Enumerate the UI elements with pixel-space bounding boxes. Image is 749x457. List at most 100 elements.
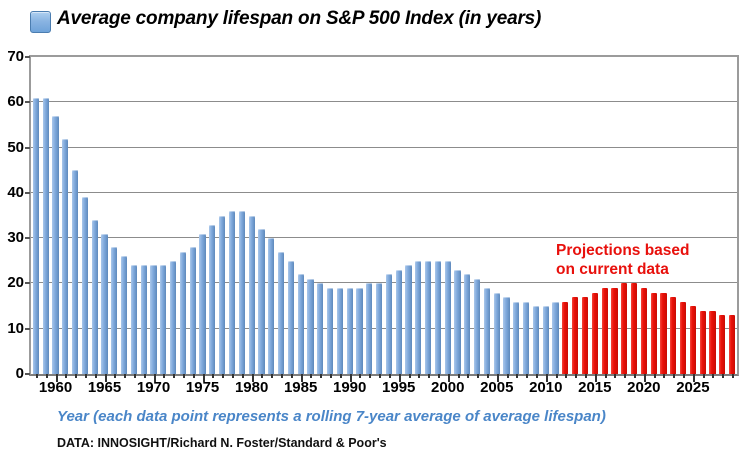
bar-1976 <box>209 224 216 374</box>
bar-2011 <box>552 301 559 374</box>
x-minor-tick-2017 <box>614 374 617 378</box>
bar-2028 <box>719 315 726 374</box>
x-major-tick-2020 <box>643 374 646 382</box>
x-minor-tick-1971 <box>163 374 166 378</box>
bar-1981 <box>258 229 265 374</box>
x-minor-tick-1962 <box>75 374 78 378</box>
x-minor-tick-2004 <box>486 374 489 378</box>
legend-swatch-icon <box>30 11 51 33</box>
bar-1989 <box>336 287 343 374</box>
bar-1964 <box>91 220 98 374</box>
bar-2005 <box>493 292 500 374</box>
y-tick-label-10: 10 <box>7 319 24 337</box>
bar-1992 <box>366 283 373 374</box>
x-minor-tick-2027 <box>712 374 715 378</box>
x-minor-tick-1987 <box>320 374 323 378</box>
bar-2008 <box>523 301 530 374</box>
gridline-10 <box>31 327 737 329</box>
bar-1958 <box>32 97 39 374</box>
bar-2012 <box>562 301 569 374</box>
x-minor-tick-1981 <box>261 374 264 378</box>
x-minor-tick-1977 <box>222 374 225 378</box>
y-tick-mark <box>25 237 30 240</box>
bar-1988 <box>326 287 334 374</box>
x-tick-label-2020: 2020 <box>627 379 661 396</box>
x-minor-tick-1969 <box>143 374 146 378</box>
bar-1980 <box>248 215 255 374</box>
x-minor-tick-1986 <box>310 374 313 378</box>
x-minor-tick-1989 <box>339 374 342 378</box>
bar-2003 <box>474 278 481 374</box>
bar-2015 <box>591 292 598 374</box>
y-tick-mark <box>25 282 30 285</box>
projection-annotation: Projections based on current data <box>556 241 690 279</box>
x-minor-tick-1982 <box>271 374 274 378</box>
y-tick-mark <box>25 373 30 375</box>
x-tick-label-2005: 2005 <box>480 379 514 396</box>
bar-2026 <box>699 310 706 374</box>
bar-2027 <box>709 310 716 374</box>
x-major-tick-1960 <box>55 374 58 382</box>
bar-1961 <box>62 138 69 374</box>
chart-title: Average company lifespan on S&P 500 Inde… <box>57 8 542 29</box>
x-minor-tick-1958 <box>35 374 38 378</box>
bar-1993 <box>375 283 383 374</box>
x-major-tick-2025 <box>692 374 695 382</box>
x-tick-label-2015: 2015 <box>578 379 612 396</box>
bar-1982 <box>268 238 275 374</box>
x-minor-tick-1978 <box>232 374 234 378</box>
bar-2007 <box>513 301 520 374</box>
x-minor-tick-1999 <box>437 374 440 378</box>
y-tick-label-50: 50 <box>7 138 24 156</box>
x-tick-label-1960: 1960 <box>38 379 73 396</box>
gridline-30 <box>31 237 737 239</box>
bar-2004 <box>483 287 491 374</box>
x-minor-tick-1994 <box>388 374 391 378</box>
x-major-tick-1995 <box>398 374 401 382</box>
x-minor-tick-1974 <box>192 374 195 378</box>
bar-2016 <box>601 287 608 374</box>
x-minor-tick-1988 <box>330 374 333 378</box>
x-minor-tick-2011 <box>555 374 558 378</box>
x-minor-tick-1993 <box>379 374 382 378</box>
bar-1997 <box>415 260 422 374</box>
bar-2009 <box>532 306 540 374</box>
bar-2006 <box>503 297 510 374</box>
x-minor-tick-1967 <box>124 374 127 378</box>
x-minor-tick-1976 <box>212 374 215 378</box>
x-minor-tick-1979 <box>241 374 244 378</box>
gridline-20 <box>31 282 737 284</box>
x-minor-tick-2029 <box>732 374 735 378</box>
bar-2025 <box>689 306 696 374</box>
x-minor-tick-2002 <box>467 374 470 378</box>
x-minor-tick-1968 <box>133 374 136 378</box>
x-minor-tick-1996 <box>408 374 411 378</box>
bar-2022 <box>660 292 667 374</box>
bar-2021 <box>650 292 657 374</box>
bar-1984 <box>287 260 294 374</box>
bar-1960 <box>52 115 59 374</box>
gridline-60 <box>31 101 737 103</box>
x-minor-tick-1992 <box>369 374 372 378</box>
x-major-tick-1970 <box>153 374 156 382</box>
y-tick-label-70: 70 <box>7 48 24 65</box>
x-minor-tick-2008 <box>526 374 529 378</box>
x-minor-tick-1997 <box>418 374 421 378</box>
bar-1966 <box>111 247 118 374</box>
x-minor-tick-1983 <box>281 374 284 378</box>
y-tick-label-30: 30 <box>7 229 24 247</box>
x-tick-label-1990: 1990 <box>332 379 367 396</box>
x-minor-tick-1991 <box>359 374 362 378</box>
x-minor-tick-2026 <box>702 374 705 378</box>
bar-2001 <box>454 269 461 374</box>
plot-area <box>29 55 739 376</box>
x-minor-tick-2018 <box>624 374 627 378</box>
x-major-tick-2005 <box>496 374 499 382</box>
x-minor-tick-2013 <box>575 374 578 378</box>
x-major-tick-1990 <box>349 374 352 382</box>
bar-1979 <box>238 210 245 374</box>
x-tick-label-1985: 1985 <box>283 379 318 396</box>
projection-annotation-line2: on current data <box>556 261 669 278</box>
bar-1998 <box>425 260 432 374</box>
